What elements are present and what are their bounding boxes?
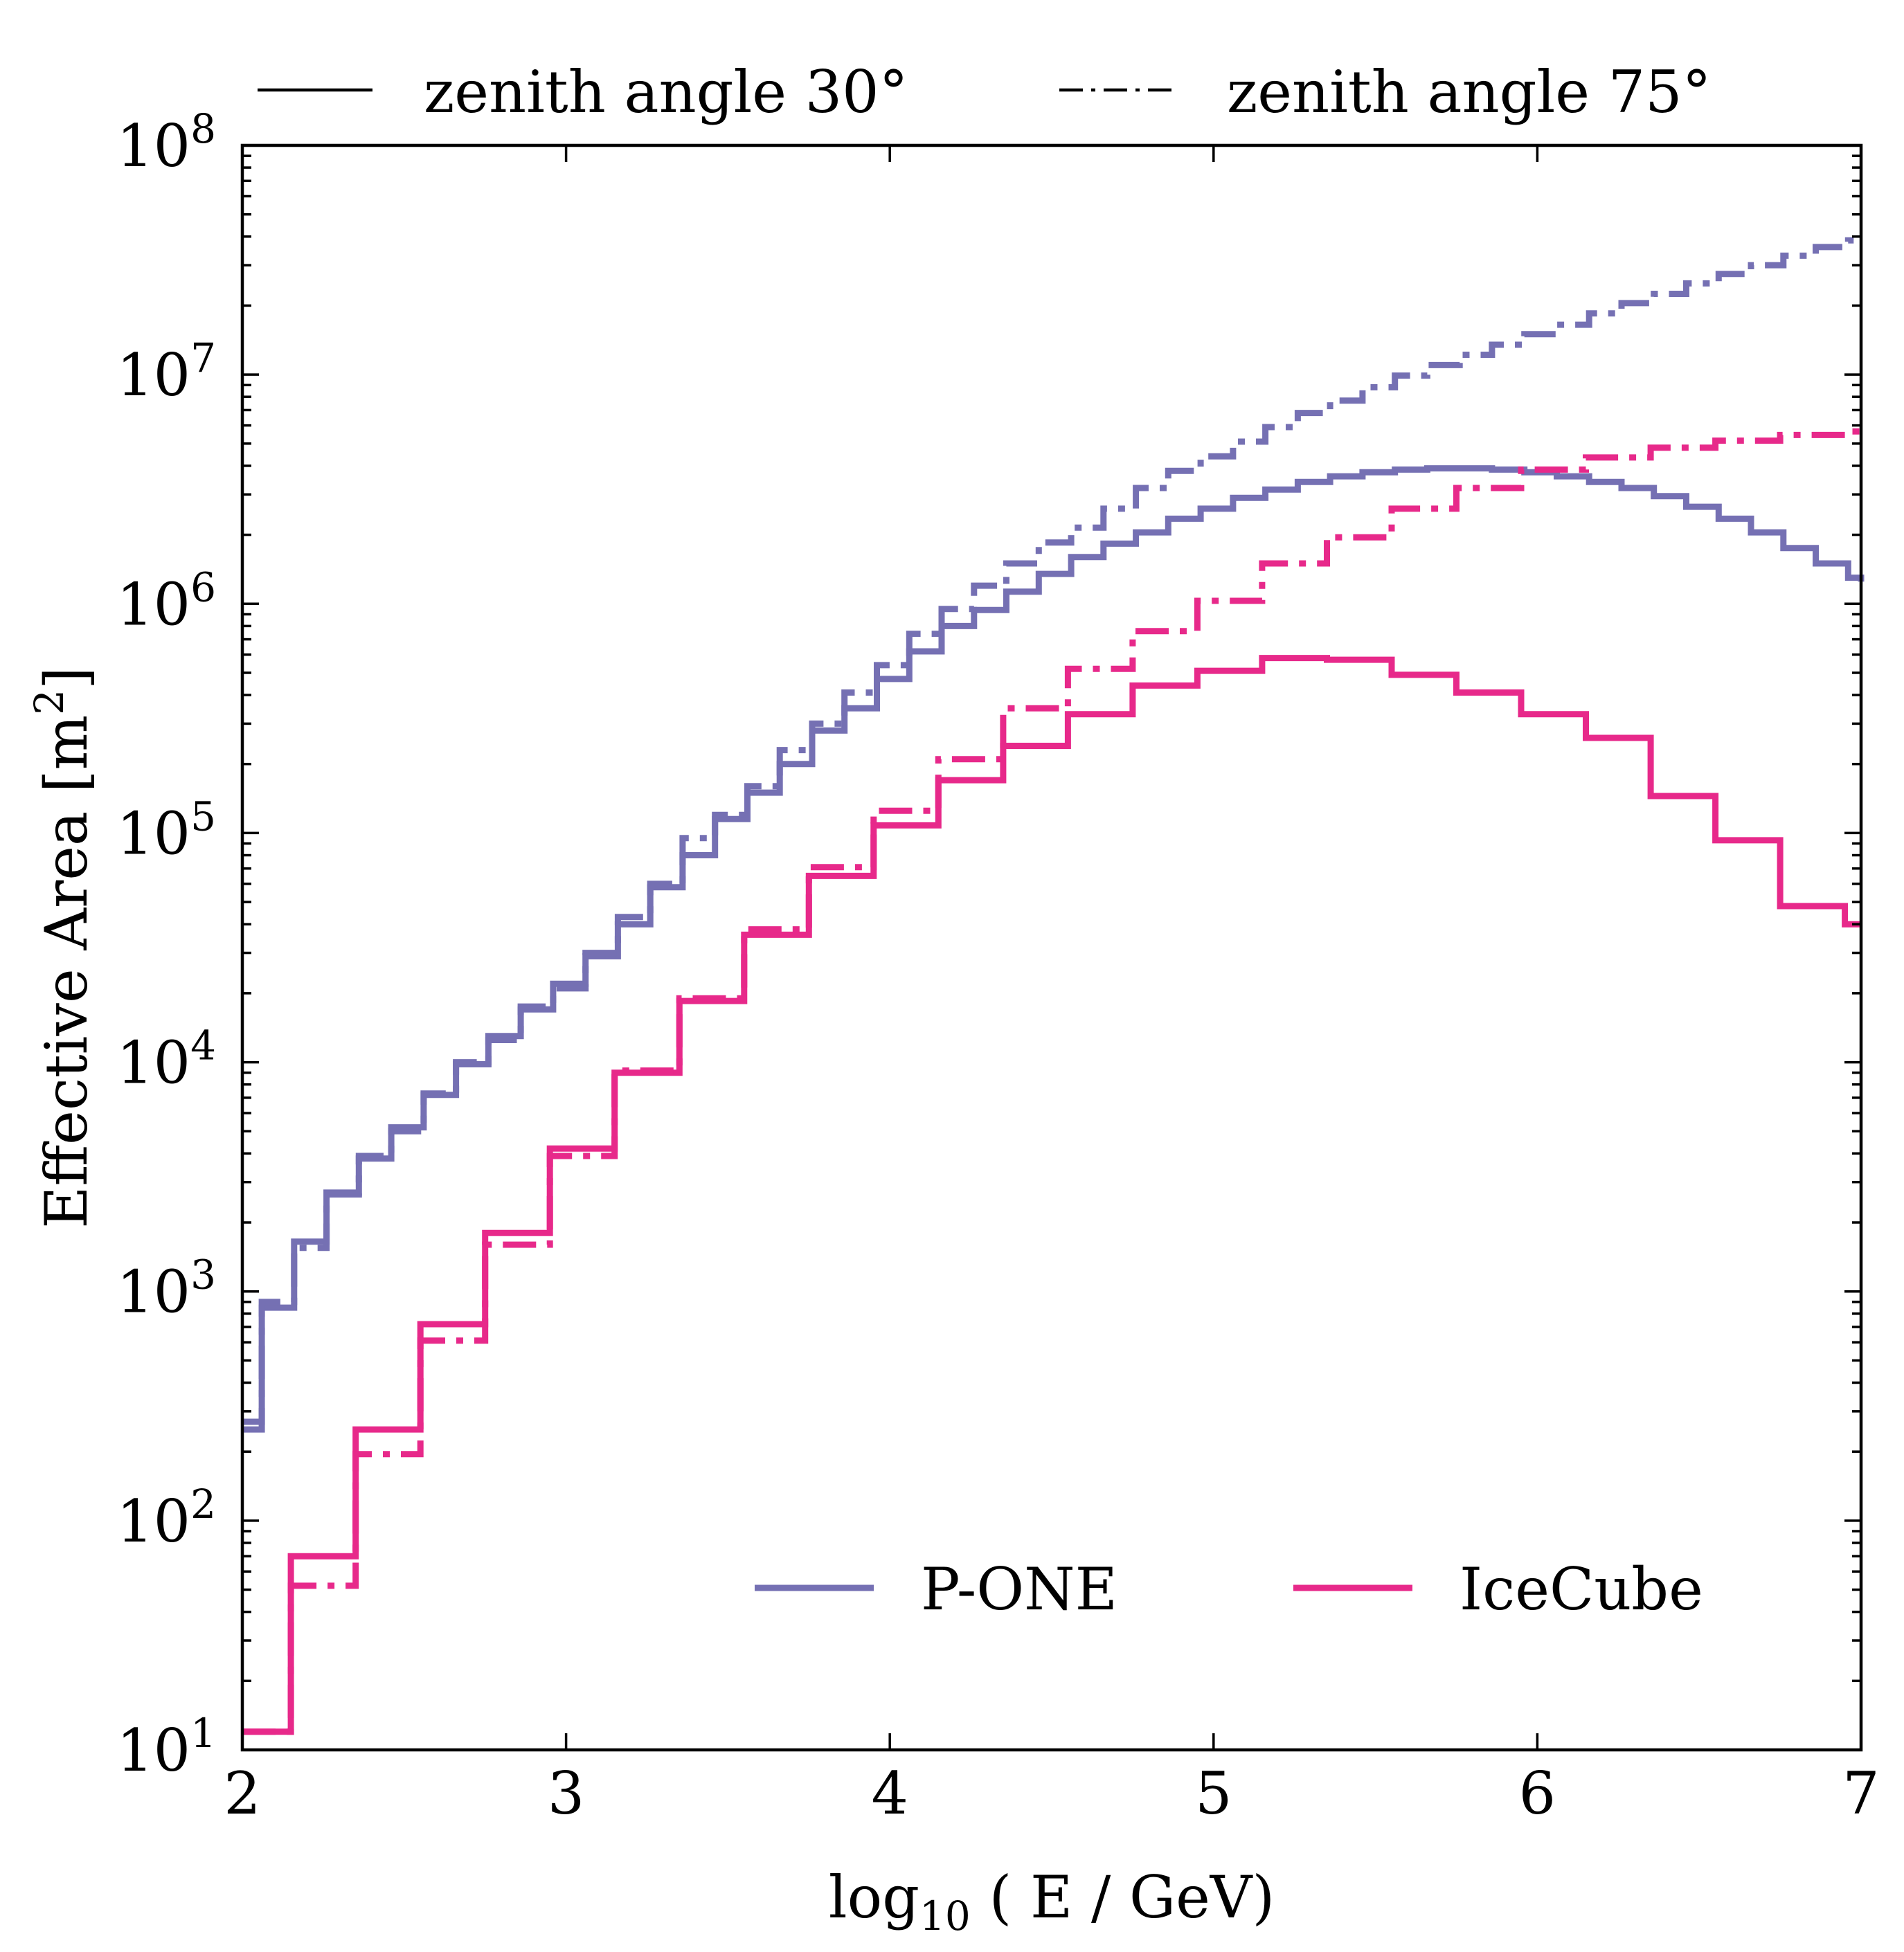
y-tick-label: 108: [116, 105, 216, 180]
x-axis-title: log10 ( E / GeV): [829, 1863, 1275, 1940]
x-tick-labels: 2 3 4 5 6 7: [224, 1760, 1879, 1827]
x-tick-label: 3: [548, 1760, 584, 1827]
x-tick-label: 5: [1195, 1760, 1232, 1827]
x-tick-label: 2: [224, 1760, 260, 1827]
x-tick-label: 4: [871, 1760, 908, 1827]
y-tick-label: 104: [116, 1022, 216, 1097]
series-p-one-zenith-angle-75: [242, 237, 1865, 1425]
legend-icecube-label: IceCube: [1460, 1555, 1703, 1623]
series-icecube-zenith-angle-30: [242, 655, 1861, 1735]
y-tick-label: 107: [116, 334, 216, 409]
legend-zenith-30-label: zenith angle 30°: [424, 58, 908, 126]
y-axis-title: Effective Area [m2]: [26, 667, 100, 1229]
series-icecube-zenith-angle-75: [242, 425, 1865, 1735]
y-tick-label: 103: [116, 1251, 216, 1326]
legend-pone-label: P-ONE: [921, 1555, 1117, 1623]
series-p-one-zenith-angle-30: [242, 465, 1865, 1433]
series-layer: [242, 237, 1865, 1735]
y-tick-label: 106: [116, 563, 216, 638]
y-tick-label: 101: [116, 1710, 216, 1784]
y-tick-label: 102: [116, 1481, 216, 1555]
legend-zenith-75-label: zenith angle 75°: [1227, 58, 1712, 126]
tick-layer: [241, 144, 1862, 1751]
plot-frame: [240, 143, 1863, 1752]
y-tick-label: 105: [116, 793, 216, 867]
x-tick-label: 7: [1842, 1760, 1879, 1827]
legend-linestyle: zenith angle 30° zenith angle 75°: [258, 58, 1712, 126]
y-tick-labels: 101 102 103 104 105 106 107 108: [116, 105, 216, 1784]
legend-detectors: P-ONE IceCube: [755, 1555, 1703, 1623]
x-tick-label: 6: [1519, 1760, 1556, 1827]
